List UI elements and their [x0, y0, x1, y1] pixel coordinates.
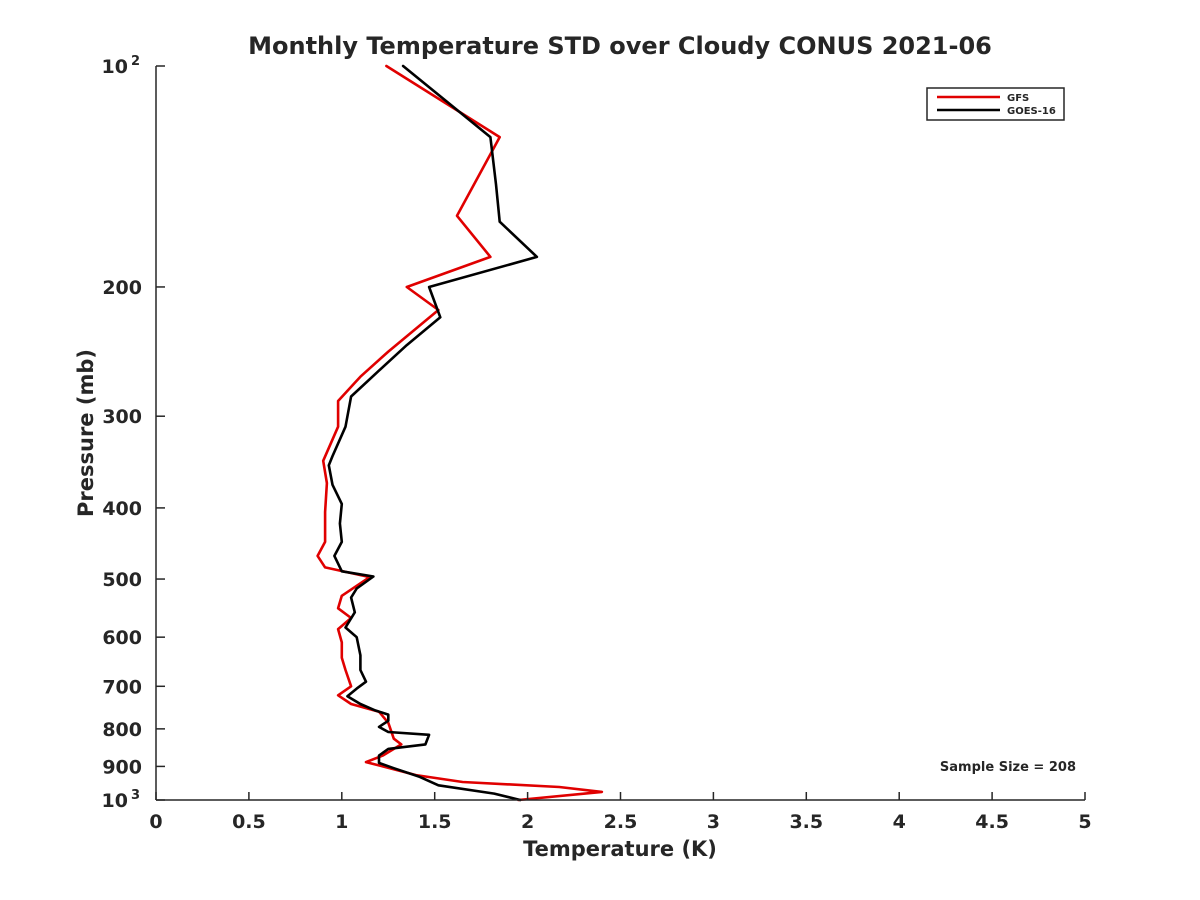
x-tick-label: 1.5 — [418, 811, 452, 833]
y-tick-label: 800 — [102, 719, 142, 741]
y-tick-label: 700 — [102, 676, 142, 698]
y-tick-label: 300 — [102, 406, 142, 428]
legend: GFS GOES-16 — [926, 87, 1065, 121]
x-tick-label: 1 — [335, 811, 348, 833]
y-tick-label: 400 — [102, 498, 142, 520]
y-tick-label: 900 — [102, 756, 142, 778]
y-tick-exponent: 3 — [131, 788, 140, 803]
chart-title: Monthly Temperature STD over Cloudy CONU… — [248, 32, 992, 60]
x-tick-label: 3.5 — [789, 811, 823, 833]
y-tick-label: 10 — [102, 56, 128, 78]
legend-box — [926, 87, 1065, 121]
x-tick-label: 0.5 — [232, 811, 266, 833]
x-axis-label: Temperature (K) — [523, 837, 717, 861]
sample-size-annotation: Sample Size = 208 — [940, 760, 1076, 775]
x-axis: 0 0.5 1 1.5 2 2.5 3 3.5 4 4.5 5 — [149, 792, 1092, 833]
x-tick-label: 2 — [521, 811, 534, 833]
y-tick-label: 200 — [102, 277, 142, 299]
y-tick-label: 10 — [102, 790, 128, 812]
series-line-goes16 — [327, 64, 539, 802]
x-tick-label: 4.5 — [975, 811, 1009, 833]
legend-label-gfs: GFS — [1007, 93, 1029, 104]
y-tick-label: 600 — [102, 627, 142, 649]
y-tick-exponent: 2 — [131, 54, 140, 69]
series-line-gfs — [316, 64, 604, 802]
y-axis-label: Pressure (mb) — [74, 349, 98, 517]
x-tick-label: 2.5 — [604, 811, 638, 833]
x-tick-label: 4 — [893, 811, 906, 833]
y-tick-label: 500 — [102, 569, 142, 591]
legend-label-goes16: GOES-16 — [1007, 106, 1056, 117]
x-tick-label: 3 — [707, 811, 720, 833]
plot-area — [316, 64, 604, 802]
x-tick-label: 0 — [149, 811, 162, 833]
x-tick-label: 5 — [1078, 811, 1091, 833]
